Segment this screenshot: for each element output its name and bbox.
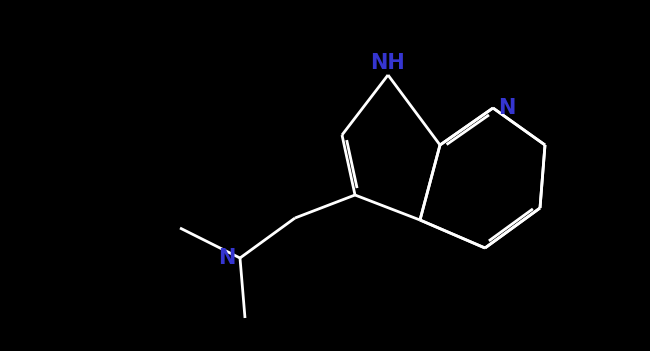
Text: N: N: [498, 98, 515, 118]
Text: N: N: [218, 248, 236, 268]
Text: NH: NH: [370, 53, 406, 73]
